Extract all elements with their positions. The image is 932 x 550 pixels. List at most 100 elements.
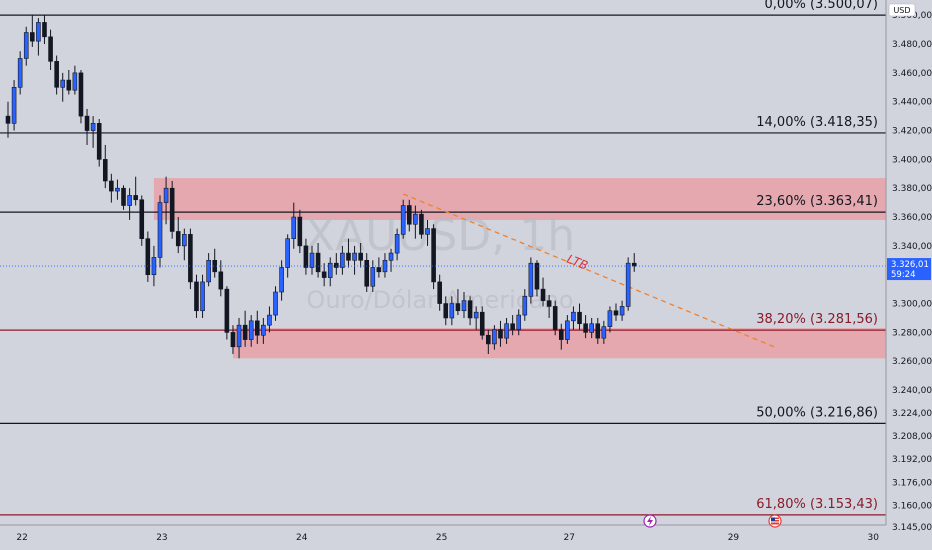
candle[interactable] [565,315,570,344]
candle[interactable] [242,310,248,347]
candle[interactable] [315,242,321,278]
candle[interactable] [157,195,163,268]
candle[interactable] [595,317,601,344]
candle[interactable] [194,274,199,318]
candle[interactable] [571,306,576,330]
candle[interactable] [577,303,582,330]
candle[interactable] [267,306,272,333]
candle[interactable] [115,179,120,200]
candle[interactable] [248,315,254,347]
candle[interactable] [437,274,442,311]
candle[interactable] [467,296,473,326]
candle[interactable] [285,234,290,278]
currency-badge[interactable] [888,3,916,17]
candle[interactable] [261,317,266,344]
candle[interactable] [17,51,23,95]
candle[interactable] [388,248,394,272]
candle[interactable] [133,176,138,206]
candle[interactable] [200,274,205,318]
candle[interactable] [370,260,376,293]
candle[interactable] [206,253,211,287]
candle[interactable] [486,329,491,354]
candle[interactable] [601,320,607,344]
candle[interactable] [346,238,351,268]
candle[interactable] [5,101,11,138]
candle[interactable] [613,303,619,321]
candle[interactable] [121,185,126,210]
candle[interactable] [175,217,181,254]
candle[interactable] [169,181,175,239]
candle[interactable] [400,199,406,239]
candle[interactable] [297,209,303,254]
candle[interactable] [30,15,35,47]
candle[interactable] [504,317,509,344]
candle[interactable] [78,69,84,124]
candle[interactable] [321,263,327,287]
candle[interactable] [619,300,625,321]
plot-area[interactable] [0,0,886,525]
candle[interactable] [145,231,151,282]
candle[interactable] [631,253,637,272]
last-price-tag[interactable]: 3.326,01 59:24 [887,258,931,281]
candle[interactable] [479,306,485,340]
candle[interactable] [96,119,102,167]
candle[interactable] [334,253,339,275]
candle[interactable] [473,306,479,330]
candle[interactable] [431,224,436,290]
candle[interactable] [303,238,309,275]
candle[interactable] [516,309,522,336]
candle[interactable] [109,173,114,203]
candle[interactable] [48,29,53,70]
candle[interactable] [449,296,455,326]
candle[interactable] [102,144,108,189]
candle[interactable] [230,325,236,354]
candle[interactable] [279,260,284,301]
candle[interactable] [84,108,90,145]
candle[interactable] [406,199,412,232]
candle[interactable] [492,325,497,350]
candle[interactable] [358,242,363,268]
candle[interactable] [42,15,47,45]
candle[interactable] [443,296,449,326]
candle[interactable] [236,317,242,359]
candle[interactable] [607,306,613,333]
us-flag-event-icon[interactable] [768,514,782,528]
candle[interactable] [327,257,333,287]
trendline[interactable] [402,193,775,348]
candle[interactable] [552,300,558,336]
candle[interactable] [273,286,278,321]
candle[interactable] [254,310,260,344]
candle[interactable] [90,116,96,148]
candle[interactable] [540,277,546,307]
candle[interactable] [163,176,169,225]
candle[interactable] [340,245,345,275]
candle[interactable] [583,315,588,339]
flash-event-icon[interactable] [643,514,657,528]
candle[interactable] [139,195,145,246]
candle[interactable] [522,289,528,321]
candle[interactable] [498,320,503,347]
candle[interactable] [60,72,66,102]
candle[interactable] [394,228,400,261]
candle[interactable] [72,65,78,95]
candle[interactable] [188,228,193,290]
candle[interactable] [182,228,187,261]
candle[interactable] [558,323,564,350]
candle[interactable] [11,80,17,131]
candle[interactable] [36,18,41,56]
candle[interactable] [510,315,515,336]
candle[interactable] [461,292,467,318]
candle[interactable] [218,260,224,297]
candle[interactable] [291,202,297,249]
candle[interactable] [23,26,29,66]
candle[interactable] [528,257,534,304]
candle[interactable] [419,209,424,239]
candle[interactable] [364,253,370,293]
price-zone-1[interactable] [153,178,887,220]
candle[interactable] [625,257,631,311]
candle[interactable] [54,55,59,95]
candle[interactable] [309,245,315,275]
candle[interactable] [413,205,418,239]
